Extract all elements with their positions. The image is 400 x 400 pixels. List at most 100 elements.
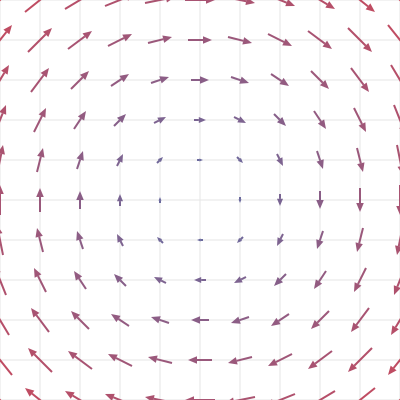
arrow-shaft bbox=[277, 393, 296, 400]
arrow-shaft bbox=[72, 394, 82, 400]
arrow bbox=[268, 353, 293, 366]
arrow-head bbox=[199, 158, 203, 162]
arrow-shaft bbox=[357, 267, 367, 285]
arrow-head bbox=[229, 397, 234, 400]
arrow-shaft bbox=[33, 115, 43, 133]
arrow-shaft bbox=[353, 347, 373, 367]
arrow bbox=[76, 231, 84, 250]
arrow-head bbox=[77, 111, 86, 121]
arrow-head bbox=[79, 71, 89, 81]
arrow-shaft bbox=[240, 276, 247, 281]
arrow-shaft bbox=[0, 318, 10, 336]
arrow bbox=[27, 28, 52, 53]
arrow-shaft bbox=[270, 73, 283, 82]
arrow-shaft bbox=[393, 104, 400, 123]
arrow-head bbox=[285, 0, 295, 7]
arrow bbox=[395, 234, 400, 255]
arrow-head bbox=[157, 117, 166, 124]
arrow-shaft bbox=[239, 236, 244, 241]
arrow-shaft bbox=[115, 357, 133, 367]
arrow-shaft bbox=[273, 113, 281, 121]
arrow bbox=[274, 273, 287, 286]
arrow-head bbox=[203, 36, 212, 44]
arrow-shaft bbox=[358, 387, 376, 400]
arrow-shaft bbox=[230, 76, 241, 82]
arrow-head bbox=[157, 157, 163, 163]
arrow-head bbox=[239, 76, 249, 84]
arrow bbox=[271, 313, 290, 326]
arrow-shaft bbox=[233, 116, 240, 121]
arrow-shaft bbox=[239, 316, 250, 322]
arrow bbox=[194, 276, 206, 284]
arrow bbox=[154, 277, 167, 284]
arrow-shaft bbox=[110, 78, 123, 87]
arrow bbox=[267, 33, 292, 46]
arrow-shaft bbox=[76, 316, 90, 330]
arrow-head bbox=[40, 68, 49, 78]
arrow-shaft bbox=[358, 0, 369, 8]
arrow-head bbox=[116, 154, 123, 163]
arrow bbox=[396, 185, 400, 215]
arrow bbox=[356, 188, 364, 212]
arrow-shaft bbox=[70, 76, 84, 90]
arrow bbox=[277, 233, 284, 246]
arrow-shaft bbox=[397, 234, 400, 247]
arrow-head bbox=[159, 76, 169, 84]
arrow-head bbox=[151, 316, 161, 324]
arrow-head bbox=[122, 34, 132, 42]
arrow-head bbox=[316, 200, 324, 209]
arrow-head bbox=[311, 319, 321, 329]
arrow bbox=[76, 191, 84, 209]
arrow bbox=[65, 391, 82, 400]
arrow-shaft bbox=[318, 230, 324, 241]
arrow-head bbox=[325, 1, 335, 10]
arrow bbox=[24, 0, 42, 13]
arrow-head bbox=[3, 25, 12, 35]
arrow-head bbox=[25, 388, 35, 397]
arrow-shaft bbox=[277, 0, 288, 4]
arrow-shaft bbox=[150, 78, 161, 84]
arrow bbox=[0, 271, 7, 296]
arrow-head bbox=[282, 38, 292, 46]
arrow bbox=[67, 31, 92, 50]
arrow-shaft bbox=[35, 314, 50, 333]
arrow-shaft bbox=[314, 350, 333, 365]
arrow bbox=[33, 108, 46, 133]
arrow-shaft bbox=[353, 107, 363, 125]
arrow bbox=[277, 0, 295, 7]
arrow bbox=[356, 147, 365, 172]
arrow-shaft bbox=[398, 398, 400, 400]
arrow bbox=[351, 307, 370, 332]
arrow-head bbox=[365, 3, 375, 12]
arrow bbox=[151, 316, 170, 324]
arrow-head bbox=[388, 365, 397, 375]
arrow-head bbox=[36, 188, 44, 197]
arrow bbox=[316, 150, 324, 169]
arrow-shaft bbox=[36, 156, 42, 173]
arrow bbox=[228, 356, 253, 365]
arrow bbox=[197, 238, 203, 242]
arrow-head bbox=[228, 357, 238, 365]
arrow-shaft bbox=[275, 353, 293, 363]
arrow-shaft bbox=[144, 0, 166, 4]
arrow bbox=[0, 229, 4, 256]
arrow bbox=[30, 68, 49, 93]
arrow-shaft bbox=[30, 74, 45, 93]
arrow-shaft bbox=[316, 150, 322, 161]
arrow-head bbox=[242, 37, 252, 45]
arrow-head bbox=[145, 395, 155, 400]
arrow-head bbox=[71, 311, 81, 321]
arrow bbox=[354, 267, 367, 292]
arrow bbox=[36, 188, 44, 212]
arrow-shaft bbox=[358, 227, 364, 244]
arrow-shaft bbox=[318, 0, 328, 6]
arrow bbox=[358, 0, 375, 12]
arrow-shaft bbox=[119, 279, 127, 287]
arrow bbox=[28, 348, 53, 373]
arrow bbox=[64, 0, 82, 10]
arrow-shaft bbox=[0, 277, 7, 296]
arrow-head bbox=[279, 77, 289, 86]
arrow-shaft bbox=[390, 64, 400, 82]
arrow-shaft bbox=[156, 358, 173, 364]
arrow-head bbox=[357, 162, 365, 172]
